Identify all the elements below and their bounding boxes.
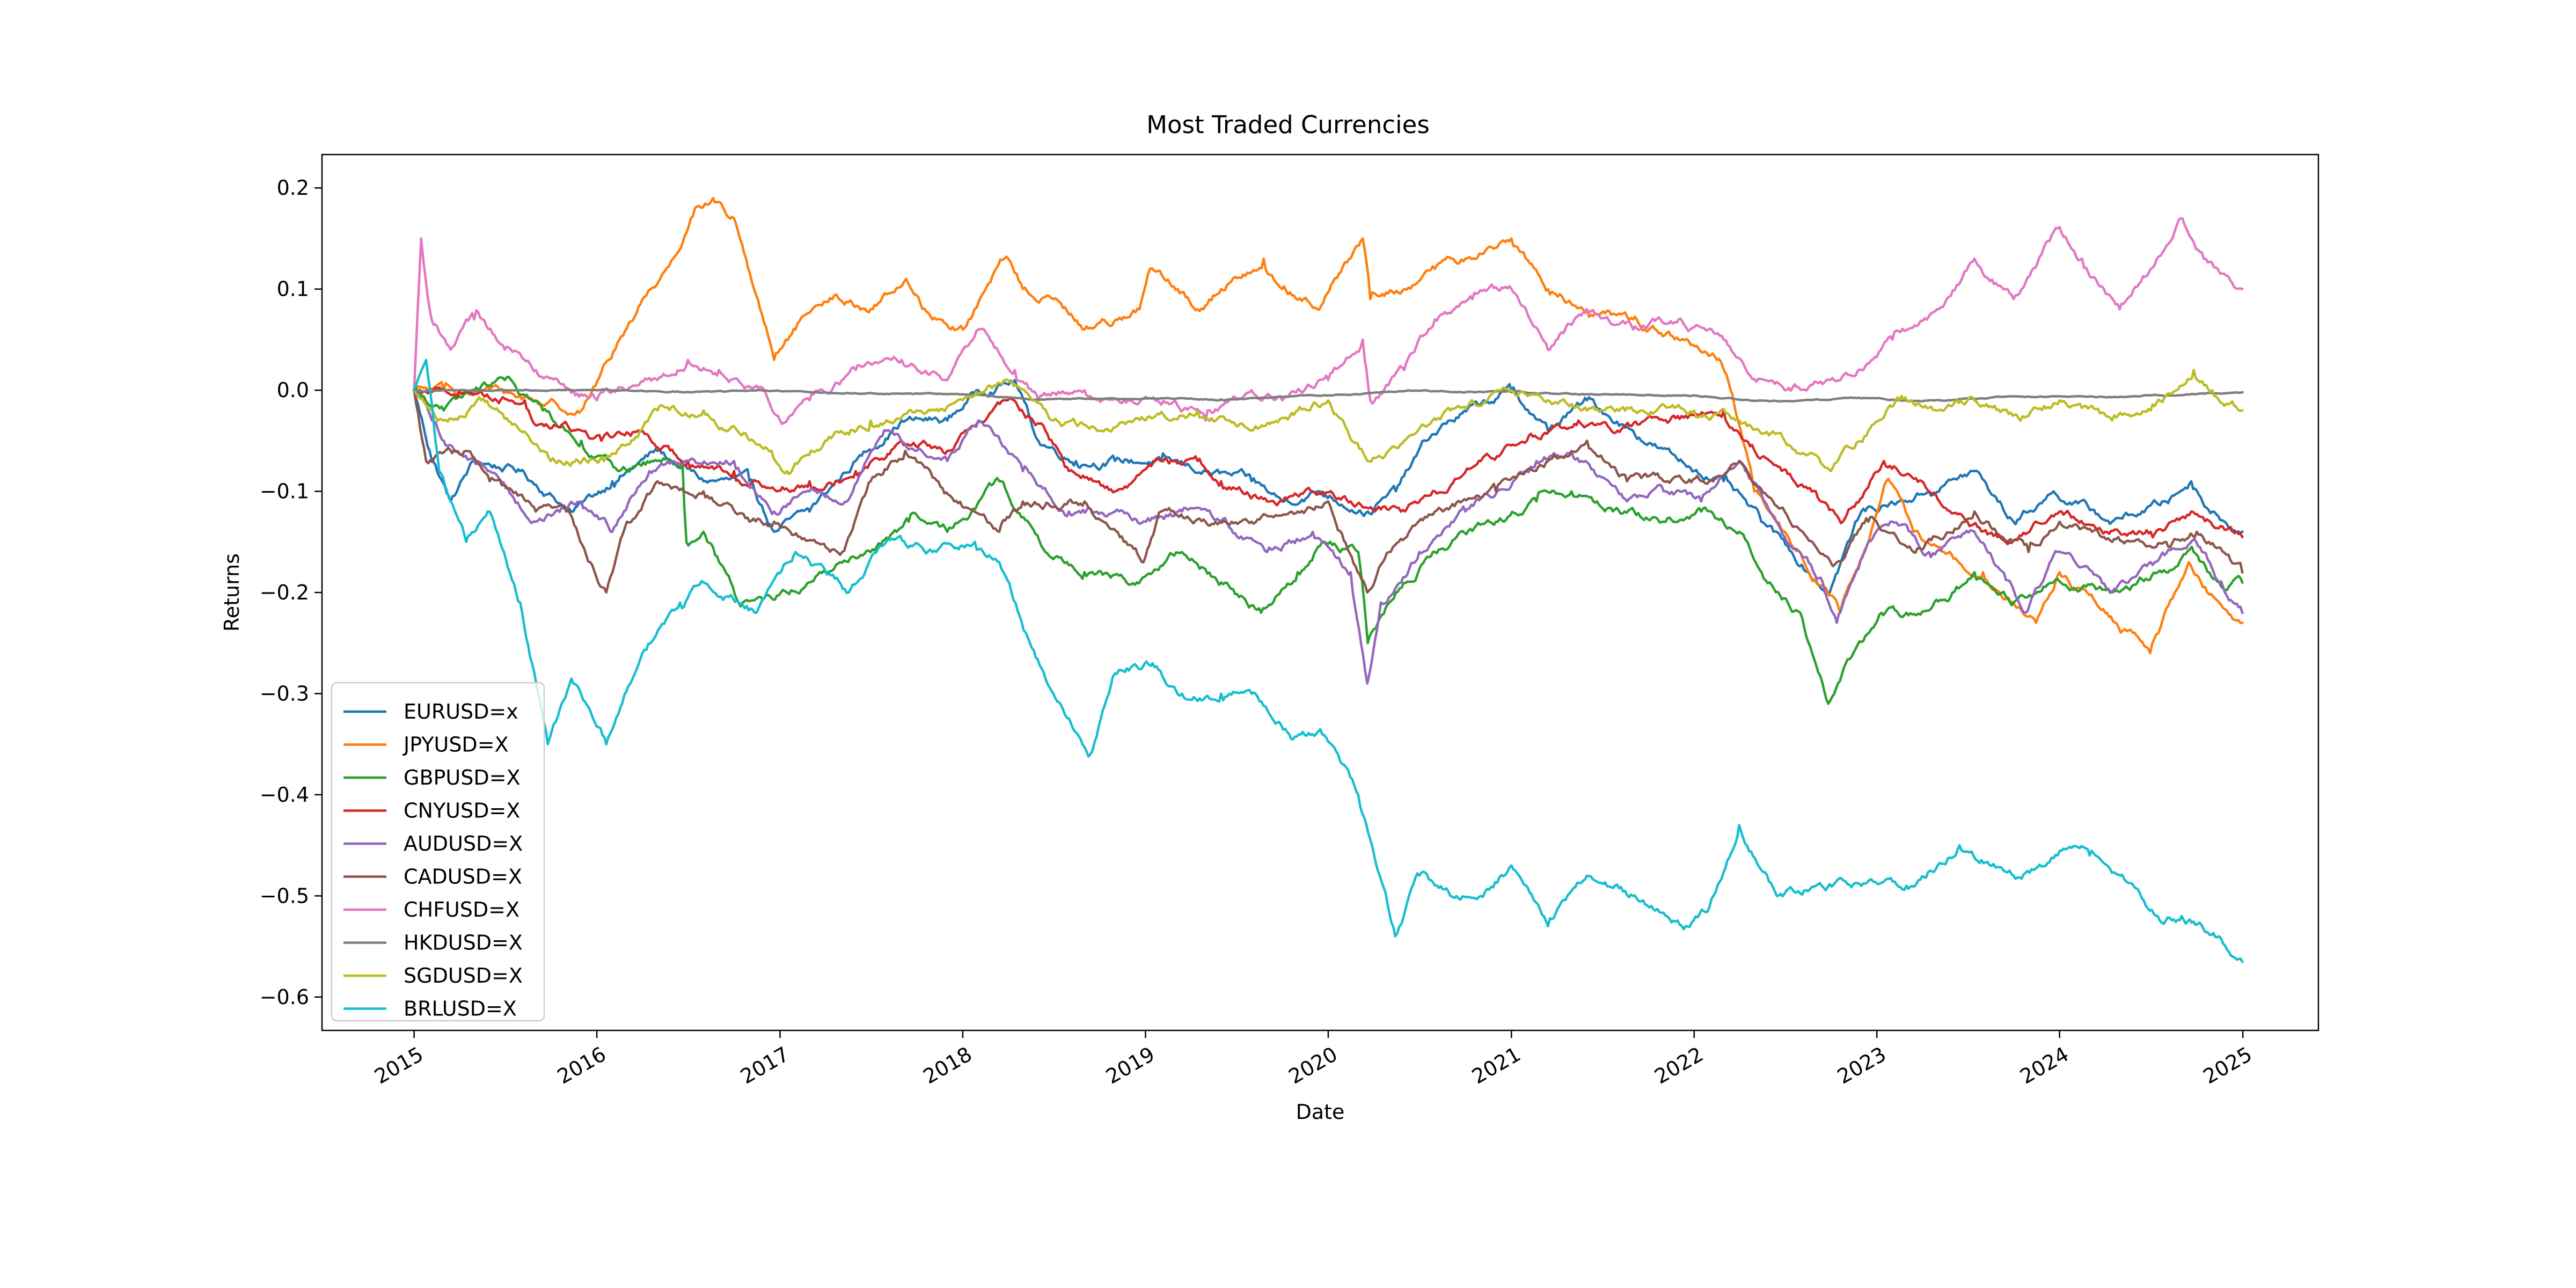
series-line-audusd-x bbox=[412, 388, 2244, 685]
x-axis-label: Date bbox=[1296, 1100, 1345, 1124]
legend-label: CNYUSD=X bbox=[404, 799, 520, 823]
chart-title: Most Traded Currencies bbox=[1146, 111, 1430, 139]
series-line-brlusd-x bbox=[412, 358, 2244, 964]
series-line-eurusd-x bbox=[412, 378, 2244, 596]
y-axis: 0.2 0.1 0.0 −0.1 −0.2 −0.3 −0.4 −0.5 −0.6 bbox=[260, 176, 322, 1009]
legend-entries: EURUSD=x JPYUSD=X GBPUSD=X CNYUSD=X AUDUSD=X… bbox=[343, 700, 523, 1021]
y-tick-label: −0.1 bbox=[260, 480, 309, 503]
y-tick-label: −0.6 bbox=[260, 985, 309, 1009]
series-line-cnyusd-x bbox=[412, 386, 2244, 546]
y-tick-label: 0.2 bbox=[277, 176, 309, 200]
series-layer bbox=[412, 196, 2244, 964]
legend-label: GBPUSD=X bbox=[404, 766, 521, 789]
y-tick-label: −0.4 bbox=[260, 783, 309, 807]
series-line-sgdusd-x bbox=[412, 369, 2244, 475]
y-tick-label: 0.1 bbox=[277, 277, 309, 301]
y-tick-label: −0.3 bbox=[260, 682, 309, 705]
legend-label: AUDUSD=X bbox=[404, 832, 523, 855]
series-line-jpyusd-x bbox=[412, 196, 2244, 655]
series-line-gbpusd-x bbox=[412, 375, 2244, 705]
series-line-cadusd-x bbox=[413, 389, 2244, 594]
legend-label: HKDUSD=X bbox=[404, 931, 523, 955]
legend-label: JPYUSD=X bbox=[402, 733, 509, 757]
series-line-chfusd-x bbox=[413, 217, 2244, 426]
legend-label: CADUSD=X bbox=[404, 865, 522, 889]
y-tick-label: −0.5 bbox=[260, 884, 309, 908]
y-axis-label: Returns bbox=[220, 553, 244, 632]
legend-label: SGDUSD=X bbox=[404, 964, 523, 987]
legend: EURUSD=x JPYUSD=X GBPUSD=X CNYUSD=X AUDUSD=X… bbox=[331, 682, 545, 1022]
series-line-hkdusd-x bbox=[412, 388, 2244, 403]
y-tick-label: 0.0 bbox=[277, 378, 309, 402]
legend-label: CHFUSD=X bbox=[404, 898, 519, 921]
legend-label: BRLUSD=X bbox=[404, 997, 517, 1021]
legend-frame bbox=[331, 682, 545, 1022]
y-tick-label: −0.2 bbox=[260, 581, 309, 604]
legend-label: EURUSD=x bbox=[404, 700, 518, 723]
plot-background bbox=[322, 155, 2318, 1030]
plot-area bbox=[321, 153, 2319, 1031]
